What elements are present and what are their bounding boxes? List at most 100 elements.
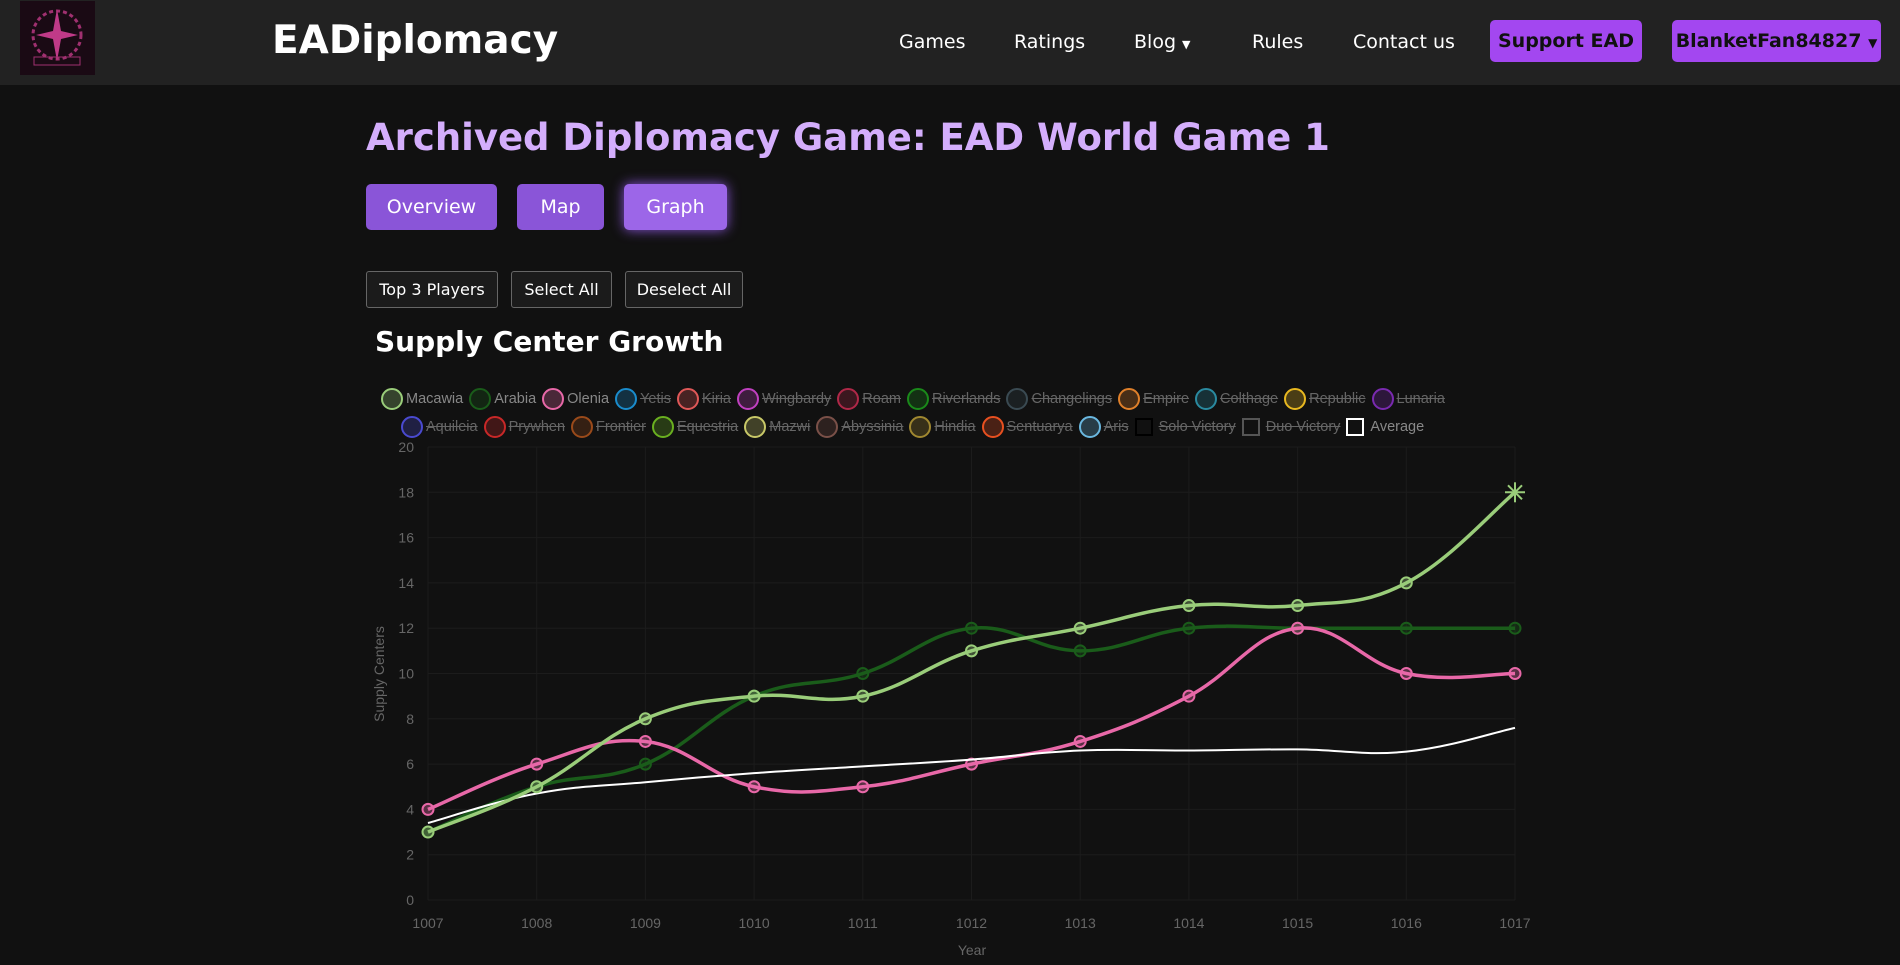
legend-item-abyssinia[interactable]: Abyssinia (816, 416, 903, 438)
legend-item-wingbardy[interactable]: Wingbardy (736, 388, 832, 410)
legend-item-colthage[interactable]: Colthage (1195, 388, 1278, 410)
point-star-macawia (1507, 484, 1523, 501)
point-macawia (965, 644, 978, 658)
y-tick-label: 10 (398, 666, 414, 682)
point-arabia (965, 621, 978, 635)
nav-blog[interactable]: Blog ▼ (1134, 31, 1191, 53)
legend-label: Frontier (596, 419, 646, 435)
point-macawia (1399, 576, 1413, 590)
legend-item-empire[interactable]: Empire (1118, 388, 1189, 410)
point-olenia (1399, 667, 1413, 680)
legend-label: Sentuarya (1006, 419, 1073, 435)
y-tick-label: 12 (398, 620, 414, 636)
legend-label: Yetis (640, 391, 671, 407)
legend-item-solo-victory[interactable]: Solo Victory (1134, 418, 1236, 436)
top-3-players-button[interactable]: Top 3 Players (366, 271, 498, 308)
support-button[interactable]: Support EAD (1490, 20, 1642, 62)
legend-label: Wingbardy (761, 391, 832, 407)
legend-label: Prywhen (508, 419, 566, 435)
x-tick-label: 1017 (1499, 915, 1530, 931)
legend-label: Arabia (494, 391, 537, 407)
legend-swatch (744, 416, 767, 438)
legend-label: Roam (862, 391, 901, 407)
point-olenia (965, 757, 978, 771)
y-tick-label: 4 (406, 801, 414, 817)
legend-item-sentuarya[interactable]: Sentuarya (981, 416, 1073, 438)
point-macawia (421, 825, 435, 839)
nav-rules[interactable]: Rules (1252, 31, 1304, 53)
legend-swatch (1134, 418, 1153, 436)
legend-item-frontier[interactable]: Frontier (571, 416, 646, 438)
legend-item-mazwi[interactable]: Mazwi (744, 416, 810, 438)
legend-swatch (1195, 388, 1218, 410)
x-tick-label: 1011 (848, 915, 878, 931)
legend-label: Changelings (1031, 391, 1113, 407)
tab-map[interactable]: Map (517, 184, 604, 230)
y-tick-label: 0 (406, 892, 414, 908)
x-tick-label: 1013 (1065, 915, 1096, 931)
legend-label: Kiria (701, 391, 731, 407)
point-macawia (1291, 599, 1305, 613)
nav-contact[interactable]: Contact us (1353, 31, 1455, 53)
legend-item-yetis[interactable]: Yetis (615, 388, 671, 410)
legend-label: Mazwi (769, 419, 811, 435)
series-line-olenia (427, 626, 1516, 812)
point-arabia (1073, 644, 1087, 658)
legend-swatch (1118, 388, 1141, 410)
legend-label: Lunaria (1396, 391, 1445, 407)
legend-item-changelings[interactable]: Changelings (1006, 388, 1112, 410)
user-menu-button[interactable]: BlanketFan84827 ▼ (1672, 20, 1881, 62)
legend-item-olenia[interactable]: Olenia (542, 388, 609, 410)
point-olenia (530, 757, 544, 771)
navbar: EADiplomacy Games Ratings Blog ▼ Rules C… (0, 0, 1900, 85)
legend-label: Aquileia (426, 419, 478, 435)
legend-item-roam[interactable]: Roam (837, 388, 901, 410)
legend-item-arabia[interactable]: Arabia (469, 388, 536, 410)
point-olenia (856, 780, 870, 794)
x-tick-label: 1014 (1173, 915, 1204, 931)
legend-item-republic[interactable]: Republic (1284, 388, 1366, 410)
page-title: Archived Diplomacy Game: EAD World Game … (366, 116, 1330, 159)
legend-label: Riverlands (931, 391, 1001, 407)
y-tick-label: 18 (398, 484, 414, 500)
point-macawia (1182, 599, 1196, 613)
chart-title: Supply Center Growth (375, 325, 724, 358)
legend-item-hindia[interactable]: Hindia (909, 416, 976, 438)
tab-graph[interactable]: Graph (624, 184, 727, 230)
legend-item-aquileia[interactable]: Aquileia (401, 416, 478, 438)
nav-games[interactable]: Games (899, 31, 966, 53)
series-line-macawia (427, 490, 1517, 834)
legend-item-kiria[interactable]: Kiria (676, 388, 731, 410)
select-all-button[interactable]: Select All (511, 271, 612, 308)
point-arabia (421, 825, 435, 839)
tab-overview[interactable]: Overview (366, 184, 497, 230)
legend-item-macawia[interactable]: Macawia (381, 388, 463, 410)
legend-item-duo-victory[interactable]: Duo Victory (1241, 418, 1340, 436)
legend-item-equestria[interactable]: Equestria (651, 416, 738, 438)
x-tick-label: 1007 (412, 915, 443, 931)
y-tick-label: 20 (398, 439, 414, 455)
legend-item-prywhen[interactable]: Prywhen (483, 416, 566, 438)
x-tick-label: 1010 (739, 915, 770, 931)
nav-ratings[interactable]: Ratings (1014, 31, 1086, 53)
legend-item-riverlands[interactable]: Riverlands (906, 388, 1001, 410)
point-olenia (1073, 734, 1087, 748)
x-tick-label: 1015 (1282, 915, 1313, 931)
brand[interactable]: EADiplomacy (272, 18, 559, 63)
legend-label: Olenia (567, 391, 610, 407)
point-arabia (638, 757, 652, 771)
legend-item-aris[interactable]: Aris (1078, 416, 1129, 438)
legend-item-average[interactable]: Average (1346, 418, 1424, 436)
legend-label: Abyssinia (841, 419, 904, 435)
legend-label: Aris (1103, 419, 1129, 435)
x-tick-label: 1009 (630, 915, 661, 931)
point-arabia (1182, 621, 1196, 635)
legend-label: Colthage (1220, 391, 1279, 407)
logo[interactable] (20, 1, 95, 75)
legend-swatch (1006, 388, 1029, 410)
legend-swatch (571, 416, 594, 438)
point-arabia (1399, 621, 1413, 635)
legend-item-lunaria[interactable]: Lunaria (1371, 388, 1445, 410)
point-olenia (1508, 667, 1522, 680)
deselect-all-button[interactable]: Deselect All (625, 271, 743, 308)
